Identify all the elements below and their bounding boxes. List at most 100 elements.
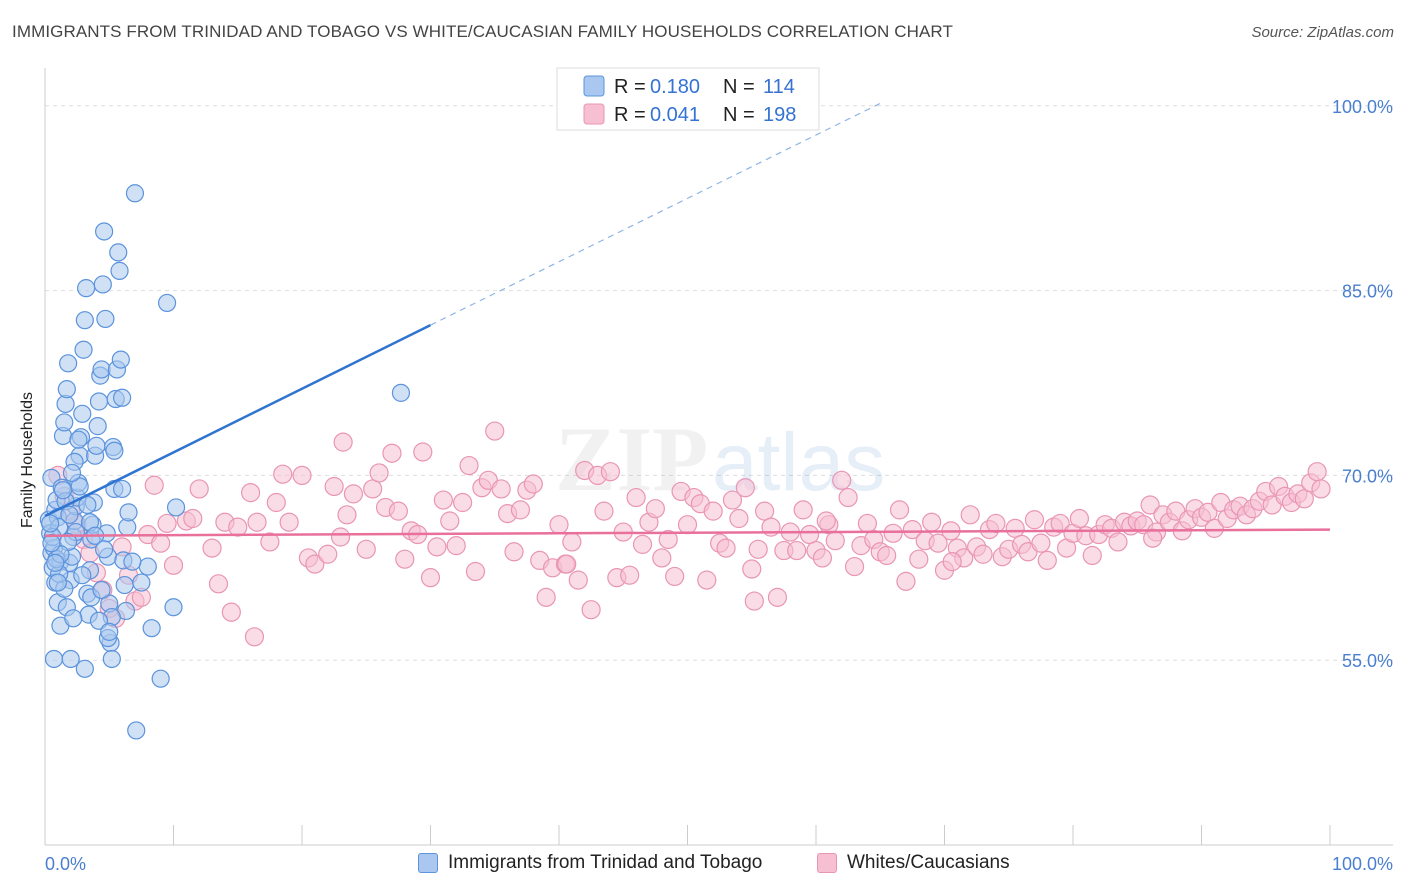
trinidad-point-60 [110, 261, 129, 280]
trinidad-point-34 [77, 279, 96, 298]
trend-lines [44, 102, 1331, 538]
y-tick-label-1: 70.0% [1342, 466, 1393, 486]
watermark: ZIP atlas [555, 408, 885, 510]
trinidad-point-71 [142, 619, 161, 638]
trinidad-point-19 [57, 380, 76, 399]
whites-point-108 [793, 500, 813, 520]
legend-n-value-1: 114 [763, 76, 795, 98]
whites-point-101 [748, 539, 768, 559]
y-tick-label-0: 55.0% [1342, 651, 1393, 671]
whites-point-151 [1069, 508, 1090, 529]
trinidad-point-70 [138, 557, 157, 576]
legend-n-label-1: N = [723, 76, 755, 98]
whites-point-77 [594, 501, 614, 521]
whites-point-195 [1143, 528, 1163, 548]
whites-point-83 [632, 534, 653, 554]
correlation-legend: R = 0.180 N = 114 R = 0.041 N = 198 [556, 67, 820, 131]
bottom-legend: Immigrants from Trinidad and Tobago Whit… [0, 852, 1406, 878]
whites-point-45 [382, 443, 402, 463]
whites-point-28 [247, 512, 267, 532]
source-label: Source: ZipAtlas.com [1251, 24, 1394, 41]
whites-point-146 [1037, 550, 1057, 571]
trinidad-point-85 [41, 514, 60, 533]
legend-n-label-2: N = [723, 104, 755, 126]
whites-point-60 [485, 421, 505, 441]
whites-point-15 [144, 475, 164, 495]
whites-point-193 [816, 511, 836, 531]
trinidad-trend-extension [430, 102, 881, 326]
trinidad-point-113 [95, 540, 114, 559]
y-tick-label-3: 100.0% [1332, 97, 1393, 117]
whites-point-68 [536, 587, 556, 607]
whites-point-53 [440, 511, 460, 531]
trinidad-point-64 [115, 575, 134, 595]
legend-swatch-blue [583, 75, 605, 97]
trinidad-point-20 [59, 354, 78, 373]
trinidad-point-67 [119, 503, 138, 522]
trinidad-point-74 [164, 598, 183, 617]
whites-point-31 [273, 464, 293, 484]
trinidad-point-100 [53, 481, 73, 500]
whites-point-23 [208, 574, 229, 594]
whites-point-128 [922, 512, 942, 532]
legend-r-label-1: R = [614, 76, 646, 98]
trinidad-point-94 [123, 552, 142, 571]
trinidad-point-102 [69, 430, 88, 449]
whites-point-96 [716, 538, 736, 558]
whites-point-197 [333, 432, 353, 452]
whites-point-73 [568, 570, 588, 590]
trinidad-point-61 [111, 350, 130, 369]
legend-swatch-pink [583, 103, 605, 125]
whites-point-50 [420, 568, 441, 588]
whites-point-52 [433, 490, 453, 510]
whites-point-21 [189, 479, 209, 499]
whites-point-145 [1031, 533, 1051, 553]
whites-point-129 [928, 533, 948, 553]
whites-point-196 [413, 442, 433, 462]
trinidad-point-111 [60, 505, 79, 524]
whites-point-107 [787, 540, 807, 561]
whites-point-81 [620, 565, 640, 585]
whites-point-88 [665, 566, 685, 587]
whites-point-37 [324, 476, 344, 497]
legend-r-value-1: 0.180 [650, 76, 700, 98]
whites-point-61 [491, 479, 511, 499]
whites-point-86 [652, 548, 672, 568]
chart-title: IMMIGRANTS FROM TRINIDAD AND TOBAGO VS W… [12, 22, 953, 41]
whites-point-26 [228, 517, 248, 537]
trinidad-point-33 [75, 311, 94, 330]
whites-point-113 [825, 531, 845, 551]
trinidad-point-110 [42, 534, 61, 553]
legend-r-value-2: 0.041 [650, 104, 700, 126]
whites-point-22 [202, 538, 222, 558]
trinidad-point-80 [61, 649, 80, 669]
whites-point-51 [427, 537, 447, 557]
series-trinidad-points [39, 184, 411, 740]
trinidad-point-93 [391, 383, 411, 402]
whites-point-75 [581, 600, 601, 620]
trinidad-point-54 [102, 649, 121, 669]
whites-point-98 [729, 508, 749, 529]
whites-point-116 [844, 556, 865, 577]
whites-point-85 [645, 499, 665, 519]
whites-point-90 [677, 515, 698, 535]
trinidad-point-91 [89, 611, 109, 630]
whites-point-33 [292, 465, 312, 485]
whites-point-121 [877, 545, 897, 566]
trinidad-trend-line [44, 323, 432, 518]
tick-labels: 55.0% 70.0% 85.0% 100.0% 0.0% 100.0% [45, 97, 1393, 874]
whites-point-109 [799, 524, 820, 545]
whites-point-157 [1108, 532, 1128, 552]
trinidad-point-69 [132, 573, 151, 592]
legend-item-whites[interactable]: Whites/Caucasians [817, 852, 1010, 874]
whites-point-35 [305, 554, 325, 574]
trinidad-point-48 [95, 222, 114, 241]
whites-point-99 [735, 478, 755, 498]
whites-point-138 [986, 513, 1006, 534]
whites-point-66 [523, 474, 543, 494]
trinidad-point-17 [55, 413, 74, 432]
legend-item-trinidad[interactable]: Immigrants from Trinidad and Tobago [418, 852, 762, 874]
whites-point-115 [838, 487, 858, 508]
whites-point-87 [658, 529, 678, 550]
